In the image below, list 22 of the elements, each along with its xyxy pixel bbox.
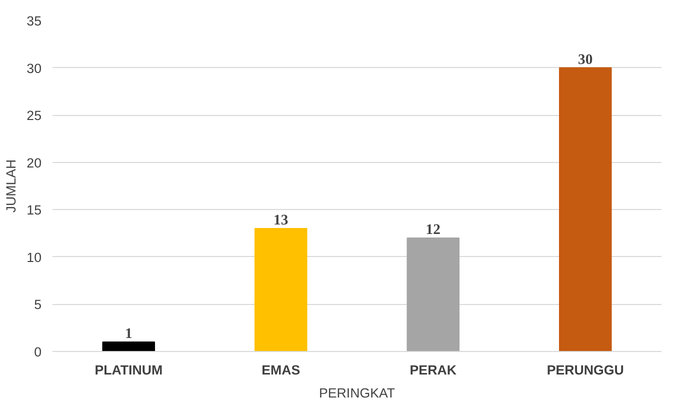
- x-tick-label: EMAS: [262, 362, 300, 378]
- data-label: 1: [124, 326, 132, 342]
- y-tick-label: 15: [26, 202, 42, 218]
- y-tick-label: 30: [26, 60, 42, 76]
- y-tick-label: 25: [26, 108, 42, 124]
- bar: [102, 342, 156, 352]
- x-tick-label: PERAK: [410, 362, 457, 378]
- y-tick-label: 5: [34, 297, 42, 312]
- bar: [406, 238, 460, 352]
- bar: [558, 67, 612, 352]
- data-label: 13: [274, 212, 288, 229]
- y-tick-label: 0: [34, 344, 42, 360]
- data-label: 12: [426, 222, 440, 238]
- y-axis-title: JUMLAH: [4, 159, 19, 213]
- y-tick-label: 20: [26, 155, 42, 170]
- bar: [254, 228, 308, 352]
- data-label: 30: [578, 52, 593, 68]
- y-tick-label: 10: [26, 250, 42, 265]
- x-tick-label: PLATINUM: [94, 362, 163, 378]
- y-tick-label: 35: [26, 14, 42, 28]
- x-axis-title: PERINGKAT: [318, 386, 396, 400]
- x-tick-label: PERUNGGU: [546, 362, 624, 378]
